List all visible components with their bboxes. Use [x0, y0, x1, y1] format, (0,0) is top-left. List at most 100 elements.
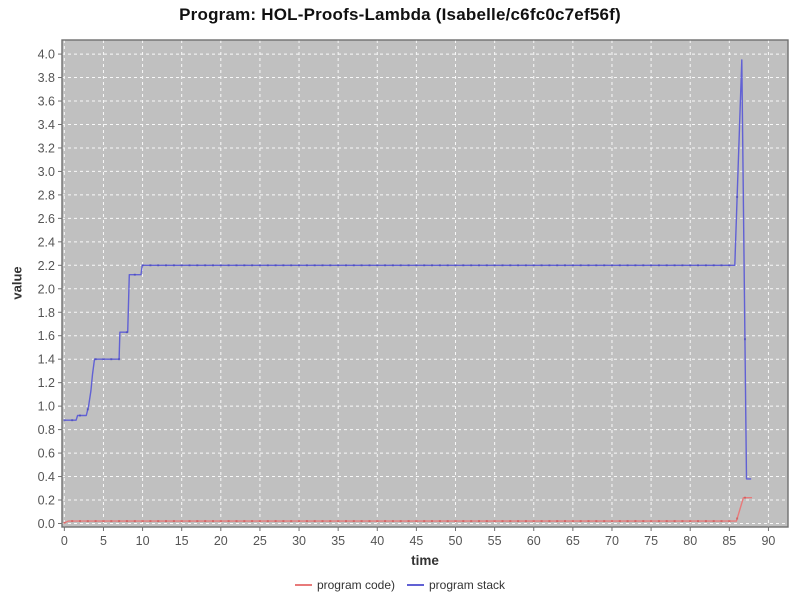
legend-item-program-stack: program stack	[407, 578, 505, 592]
y-tick-label: 2.0	[38, 282, 55, 296]
plot-area	[62, 40, 788, 527]
y-tick-label: 3.6	[38, 95, 55, 109]
data-point	[79, 414, 81, 417]
data-point	[415, 520, 418, 523]
data-point	[517, 264, 520, 267]
data-point	[94, 520, 97, 523]
data-point	[603, 264, 606, 267]
data-point	[172, 264, 175, 267]
data-point	[258, 264, 261, 267]
data-point	[384, 520, 387, 523]
y-tick-label: 1.0	[38, 400, 55, 414]
y-tick-label: 1.6	[38, 329, 55, 343]
data-point	[540, 264, 543, 267]
data-point	[407, 264, 410, 267]
data-point	[509, 264, 512, 267]
data-point	[399, 264, 402, 267]
data-point	[79, 520, 81, 523]
x-tick-label: 70	[605, 534, 619, 548]
data-point	[376, 264, 379, 267]
data-point	[258, 520, 261, 523]
data-point	[290, 520, 293, 523]
series-markers-program-code	[63, 496, 746, 524]
data-point	[626, 520, 629, 523]
x-tick-label: 10	[136, 534, 150, 548]
data-point	[728, 520, 731, 523]
data-point	[298, 264, 300, 267]
data-point	[219, 520, 222, 523]
data-point	[212, 264, 214, 267]
data-point	[118, 520, 121, 523]
data-point	[352, 264, 355, 267]
data-point	[478, 520, 480, 523]
data-point	[360, 520, 363, 523]
data-point	[720, 520, 723, 523]
data-point	[704, 520, 707, 523]
data-point	[133, 520, 136, 523]
data-point	[219, 264, 222, 267]
data-point	[493, 264, 496, 267]
y-tick-label: 2.6	[38, 212, 55, 226]
legend-swatch-program-stack-icon	[407, 584, 424, 586]
data-point	[337, 264, 340, 267]
y-tick-label: 3.2	[38, 141, 55, 155]
plot-border	[61, 39, 789, 528]
data-point	[125, 520, 128, 523]
data-point	[665, 264, 668, 267]
data-point	[415, 264, 418, 267]
data-point	[611, 520, 613, 523]
data-point	[227, 264, 230, 267]
y-tick-label: 0.0	[38, 517, 55, 531]
data-point	[290, 264, 293, 267]
data-point	[71, 419, 74, 422]
data-point	[454, 264, 457, 267]
data-point	[485, 264, 488, 267]
data-point	[329, 264, 332, 267]
data-point	[204, 264, 207, 267]
data-point	[251, 520, 254, 523]
data-point	[571, 264, 574, 267]
data-point	[446, 520, 449, 523]
data-point	[188, 520, 191, 523]
grid-lines	[62, 40, 788, 527]
legend-swatch-program-code-icon	[294, 584, 312, 586]
y-tick-label: 1.2	[38, 376, 55, 390]
data-point	[470, 264, 473, 267]
data-point	[532, 264, 535, 267]
data-point	[595, 264, 598, 267]
data-point	[305, 264, 308, 267]
data-point	[626, 264, 629, 267]
data-point	[110, 358, 113, 361]
data-point	[86, 520, 89, 523]
data-point	[532, 520, 535, 523]
x-tick-label: 65	[566, 534, 580, 548]
data-point	[180, 520, 183, 523]
data-point	[556, 520, 559, 523]
y-tick-label: 3.0	[38, 165, 55, 179]
data-point	[274, 520, 277, 523]
data-point	[438, 520, 441, 523]
data-point	[548, 520, 551, 523]
data-point	[196, 520, 199, 523]
data-point	[697, 520, 699, 523]
data-point	[524, 264, 527, 267]
data-point	[165, 264, 167, 267]
data-point	[579, 520, 582, 523]
data-point	[744, 338, 746, 341]
data-point	[501, 520, 504, 523]
data-point	[704, 264, 707, 267]
y-axis-label: value	[9, 266, 25, 300]
x-tick-label: 40	[370, 534, 384, 548]
data-point	[94, 358, 97, 361]
data-point	[556, 264, 559, 267]
data-point	[564, 264, 566, 267]
x-tick-label: 55	[488, 534, 502, 548]
data-point	[313, 264, 316, 267]
x-tick-label: 30	[292, 534, 306, 548]
data-point	[368, 264, 371, 267]
data-point	[345, 520, 347, 523]
data-point	[118, 358, 121, 361]
series-line-program-code	[64, 497, 752, 524]
data-point	[391, 520, 394, 523]
y-tick-label: 0.2	[38, 494, 55, 508]
